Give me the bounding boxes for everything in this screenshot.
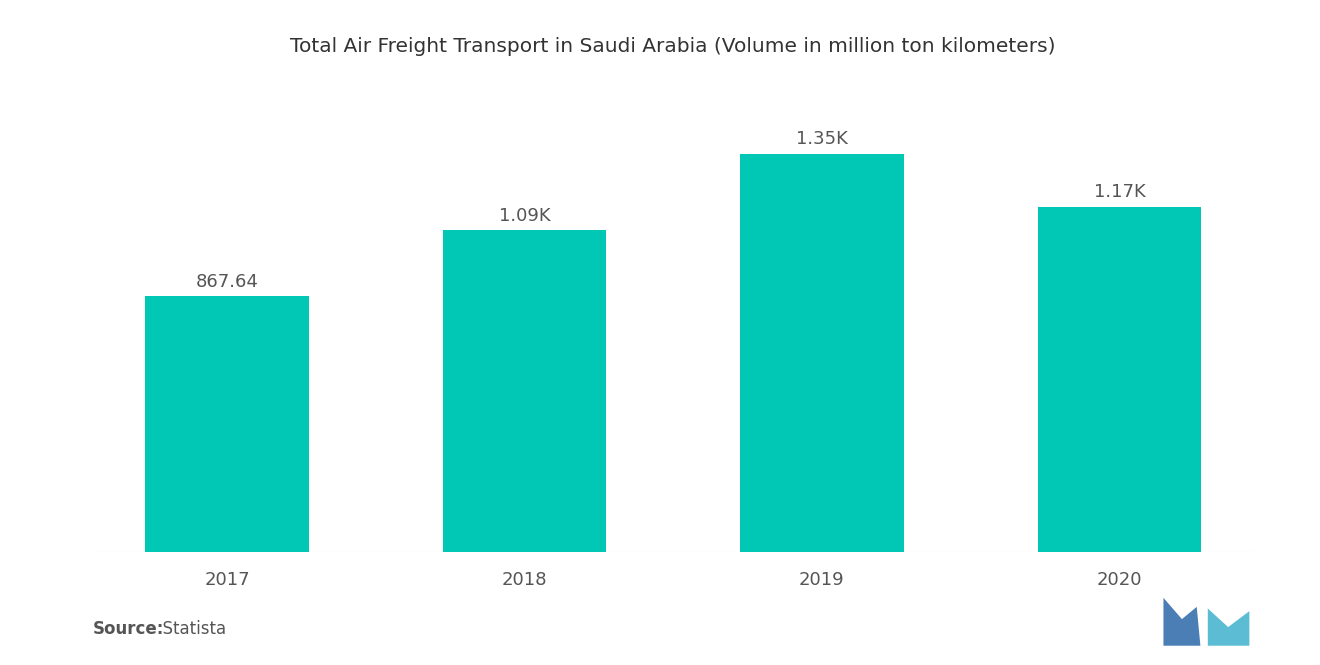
Bar xyxy=(145,296,309,552)
Text: 1.17K: 1.17K xyxy=(1093,184,1146,201)
Bar xyxy=(741,154,904,552)
Text: Statista: Statista xyxy=(152,620,226,638)
Text: Source:: Source: xyxy=(92,620,164,638)
Text: 1.09K: 1.09K xyxy=(499,207,550,225)
Text: 867.64: 867.64 xyxy=(195,273,259,291)
Text: 1.35K: 1.35K xyxy=(796,130,847,148)
Bar xyxy=(1038,207,1201,552)
Title: Total Air Freight Transport in Saudi Arabia (Volume in million ton kilometers): Total Air Freight Transport in Saudi Ara… xyxy=(290,37,1056,56)
Bar xyxy=(442,230,606,552)
